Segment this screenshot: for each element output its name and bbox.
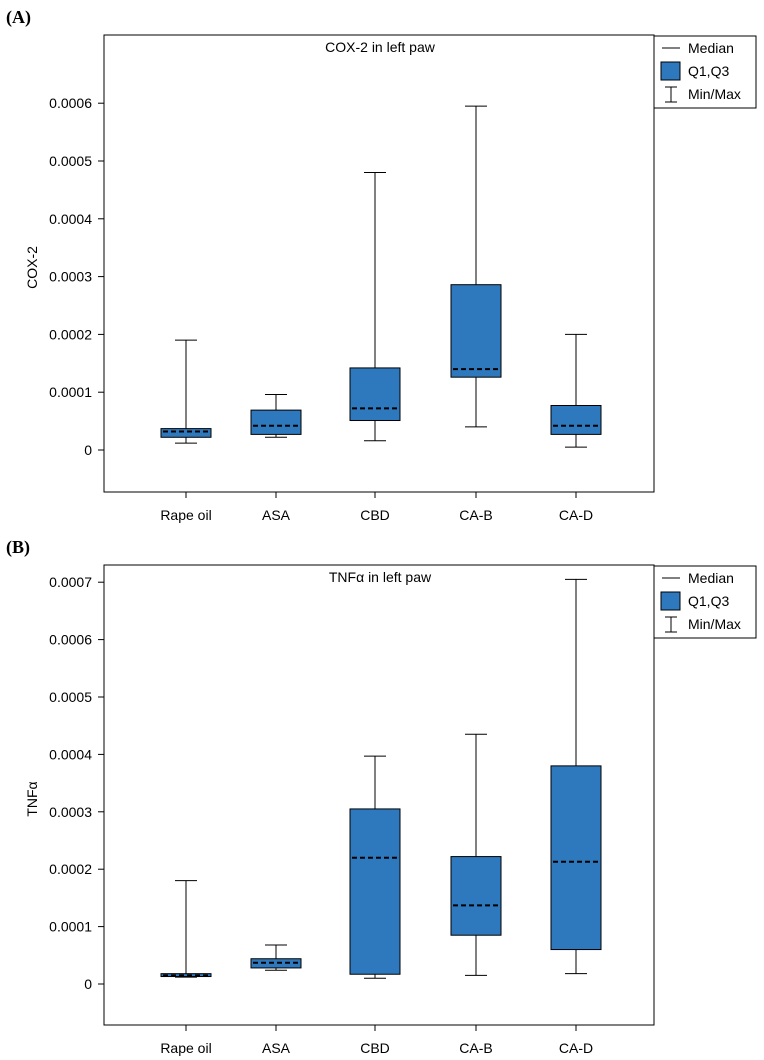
iqr-box	[349, 808, 401, 975]
panel-label-a: (A)	[6, 7, 31, 27]
x-tick-label: Rape oil	[160, 1040, 211, 1056]
x-tick-label: ASA	[262, 507, 291, 523]
y-tick-label: 0.0003	[49, 269, 92, 285]
y-tick-label: 0.0002	[49, 861, 92, 877]
legend-box-swatch	[660, 591, 681, 611]
panel-label-b: (B)	[6, 537, 30, 557]
y-tick-label: 0.0004	[49, 211, 92, 227]
y-tick-label: 0.0005	[49, 153, 92, 169]
y-axis-label: COX-2	[24, 246, 40, 289]
legend-box-label: Q1,Q3	[688, 63, 729, 79]
x-tick-label: CA-B	[459, 1040, 492, 1056]
x-tick-label: CA-D	[559, 1040, 593, 1056]
legend-whisker-label: Min/Max	[688, 86, 741, 102]
legend-median-label: Median	[688, 40, 734, 56]
x-tick-label: Rape oil	[160, 507, 211, 523]
iqr-box	[250, 958, 302, 969]
y-tick-label: 0	[84, 976, 92, 992]
y-tick-label: 0.0004	[49, 746, 92, 762]
y-tick-label: 0.0002	[49, 326, 92, 342]
iqr-box	[550, 765, 602, 951]
y-tick-label: 0.0001	[49, 919, 92, 935]
iqr-box	[160, 973, 212, 978]
x-tick-label: ASA	[262, 1040, 291, 1056]
legend-whisker-label: Min/Max	[688, 616, 741, 632]
y-tick-label: 0.0005	[49, 689, 92, 705]
y-tick-label: 0.0006	[49, 95, 92, 111]
iqr-box	[550, 404, 602, 435]
plot-frame	[103, 34, 655, 493]
y-tick-label: 0.0007	[49, 574, 92, 590]
y-tick-label: 0.0001	[49, 384, 92, 400]
iqr-box	[160, 428, 212, 438]
x-tick-label: CBD	[360, 1040, 390, 1056]
iqr-box	[450, 856, 502, 936]
plot-frame	[103, 564, 655, 1026]
chart-title: TNFα in left paw	[329, 569, 432, 585]
legend-median-label: Median	[688, 570, 734, 586]
x-tick-label: CA-B	[459, 507, 492, 523]
x-tick-label: CBD	[360, 507, 390, 523]
y-tick-label: 0.0003	[49, 804, 92, 820]
y-axis-label: TNFα	[24, 781, 40, 816]
iqr-box	[250, 409, 302, 435]
cox2-box-chart: COX-2 in left paw COX-2 0 0.0001 0.0002 0.000…	[24, 34, 757, 523]
iqr-box	[450, 284, 502, 378]
y-tick-label: 0.0006	[49, 632, 92, 648]
chart-title: COX-2 in left paw	[325, 39, 436, 55]
iqr-box	[349, 367, 401, 422]
y-tick-label: 0	[84, 442, 92, 458]
legend-box-label: Q1,Q3	[688, 593, 729, 609]
legend-box-swatch	[660, 61, 681, 81]
x-tick-label: CA-D	[559, 507, 593, 523]
tnfa-box-chart: TNFα in left paw TNFα 0 0.0001 0.0002 0.0003 0…	[24, 564, 757, 1056]
